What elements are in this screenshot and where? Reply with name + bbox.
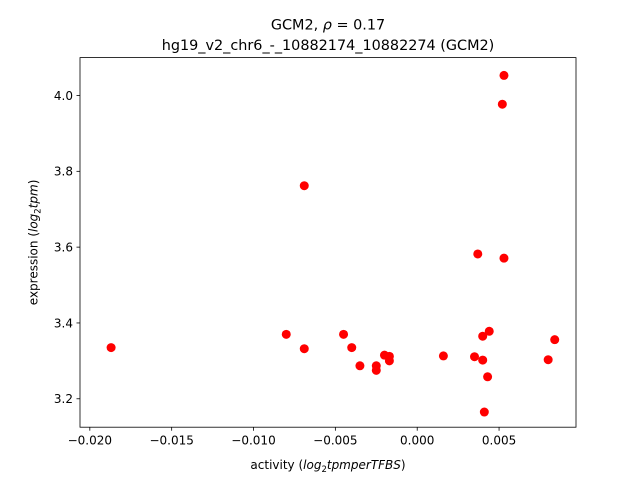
data-point	[339, 329, 349, 339]
data-point	[478, 355, 488, 365]
data-point	[478, 331, 488, 341]
data-point	[371, 365, 381, 375]
x-axis-ticks: −0.020 −0.015 −0.010 −0.005 0.000 0.005	[68, 427, 516, 448]
data-point	[299, 181, 309, 191]
plot-area	[106, 70, 560, 417]
data-point	[499, 253, 509, 263]
chart-title-line2: hg19_v2_chr6_-_10882174_10882274 (GCM2)	[162, 38, 495, 54]
data-point	[483, 372, 493, 382]
data-point	[484, 326, 494, 336]
data-point	[550, 335, 560, 345]
data-point	[497, 99, 507, 109]
x-tick-label: −0.015	[149, 434, 193, 448]
data-point	[473, 249, 483, 259]
data-point	[347, 343, 357, 353]
chart-title-line1: GCM2, ρ = 0.17	[271, 18, 385, 34]
data-point	[106, 343, 116, 353]
x-tick-label: 0.005	[482, 434, 516, 448]
y-tick-label: 3.2	[54, 392, 73, 406]
data-point	[543, 355, 553, 365]
y-axis-ticks: 3.2 3.4 3.6 3.8 4.0	[54, 89, 80, 406]
data-point	[384, 356, 394, 366]
x-axis-label: activity (log2tpmperTFBS)	[250, 458, 405, 475]
y-axis-label: expression (log2tpm)	[27, 180, 44, 306]
data-point	[438, 351, 448, 361]
data-point	[281, 329, 291, 339]
y-tick-label: 4.0	[54, 89, 73, 103]
data-point	[355, 361, 365, 371]
data-point	[499, 70, 509, 80]
x-tick-label: −0.010	[231, 434, 275, 448]
data-point	[299, 344, 309, 354]
y-tick-label: 3.6	[54, 240, 73, 254]
x-tick-label: 0.000	[400, 434, 434, 448]
axes-frame	[79, 57, 577, 428]
y-tick-label: 3.8	[54, 165, 73, 179]
data-point	[479, 407, 489, 417]
x-tick-label: −0.020	[68, 434, 112, 448]
y-tick-label: 3.4	[54, 316, 73, 330]
data-point	[470, 352, 480, 362]
x-tick-label: −0.005	[313, 434, 357, 448]
